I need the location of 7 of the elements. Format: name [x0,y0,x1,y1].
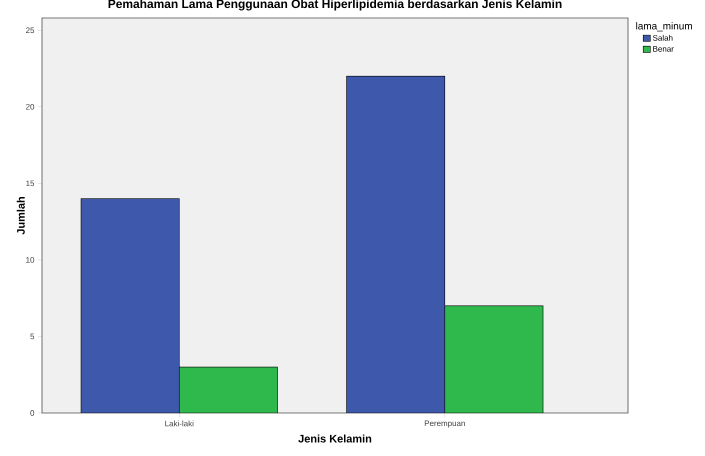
y-axis-title: Jumlah [16,196,25,235]
bar [444,306,544,413]
x-axis-title: Jenis Kelamin [298,434,372,443]
bar [80,198,180,413]
bar [346,76,446,413]
legend-title: lama_minum [636,22,692,32]
bar [178,366,278,413]
